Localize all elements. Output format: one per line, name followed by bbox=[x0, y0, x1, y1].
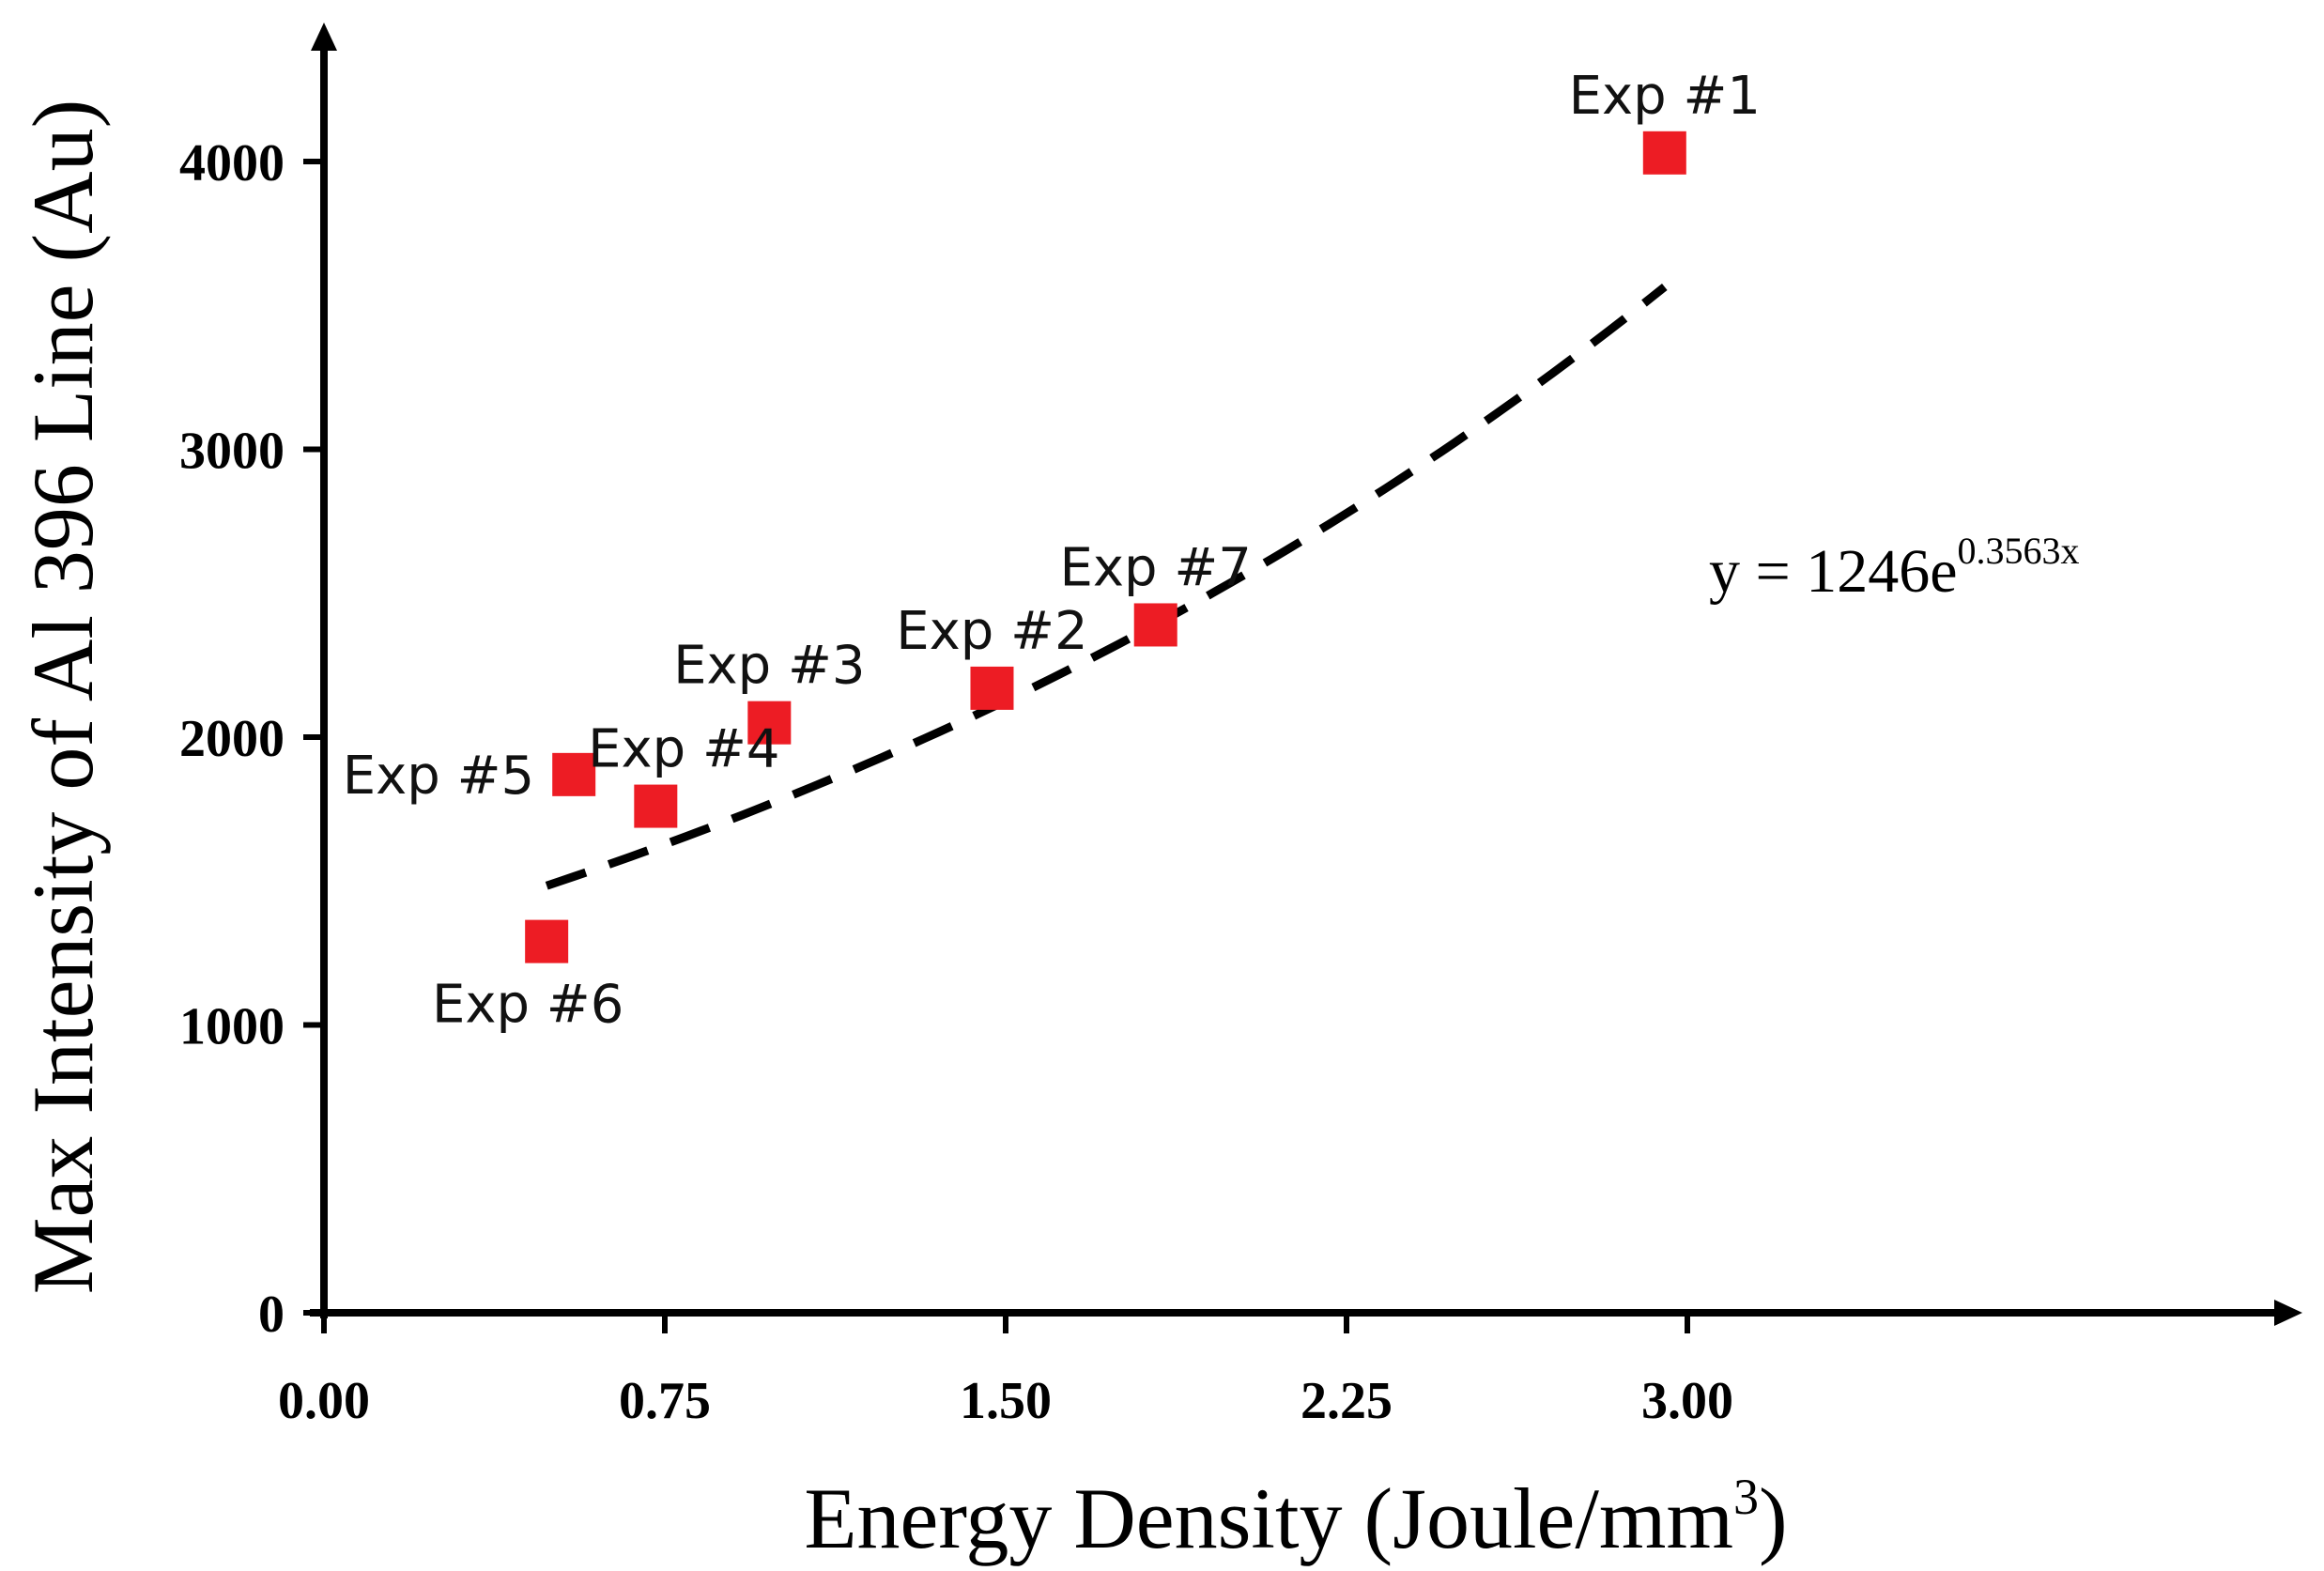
x-axis-arrow bbox=[2274, 1300, 2302, 1326]
y-axis-title: Max Intensity of Al 396 Line (Au) bbox=[15, 100, 111, 1294]
data-point-marker bbox=[552, 752, 596, 796]
trendline-equation: y = 1246e0.3563x bbox=[1709, 530, 2080, 606]
x-axis-title-end: ) bbox=[1759, 1471, 1788, 1566]
x-tick-label: 2.25 bbox=[1301, 1372, 1393, 1430]
data-point-marker bbox=[634, 784, 678, 828]
data-point-label: Exp #1 bbox=[1569, 66, 1761, 127]
y-tick-label: 2000 bbox=[179, 710, 285, 768]
x-tick-label: 1.50 bbox=[960, 1372, 1052, 1430]
data-point-label: Exp #4 bbox=[588, 719, 779, 780]
y-axis-arrow bbox=[311, 23, 337, 51]
data-point-marker bbox=[747, 701, 792, 745]
data-point-marker bbox=[1642, 131, 1686, 175]
data-point-label: Exp #6 bbox=[432, 975, 623, 1036]
data-point-labels: Exp #1 Exp #2 Exp #3 Exp #4 Exp #5 Exp #6 Exp … bbox=[343, 66, 1761, 1036]
data-point-label: Exp #2 bbox=[896, 601, 1087, 662]
equation-exponent: 0.3563x bbox=[1958, 530, 2080, 572]
data-point-label: Exp #5 bbox=[343, 746, 534, 807]
data-point-marker bbox=[970, 666, 1014, 710]
y-tick-label: 4000 bbox=[179, 134, 285, 193]
x-tick-label: 3.00 bbox=[1641, 1372, 1733, 1430]
x-tick-label: 0.00 bbox=[278, 1372, 370, 1430]
y-tick-label: 0 bbox=[258, 1286, 285, 1344]
y-tick-label: 1000 bbox=[179, 998, 285, 1056]
data-point-label: Exp #7 bbox=[1060, 537, 1252, 598]
trendline bbox=[545, 283, 1668, 890]
equation-base: y = 1246e bbox=[1709, 537, 1958, 606]
y-tick-label: 3000 bbox=[179, 423, 285, 481]
x-axis-title: Energy Density (Joule/mm3) bbox=[804, 1469, 1787, 1566]
data-point-marker bbox=[525, 919, 569, 963]
x-tick-label: 0.75 bbox=[619, 1372, 711, 1430]
data-points bbox=[525, 131, 1686, 963]
y-axis-ticks: 0 1000 2000 3000 4000 bbox=[179, 134, 324, 1344]
data-point-marker bbox=[1133, 603, 1177, 647]
x-axis-ticks: 0.00 0.75 1.50 2.25 3.00 bbox=[278, 1313, 1733, 1430]
x-axis-title-superscript: 3 bbox=[1733, 1469, 1759, 1525]
x-axis-title-main: Energy Density (Joule/mm bbox=[804, 1471, 1733, 1566]
data-point-label: Exp #3 bbox=[673, 636, 865, 697]
